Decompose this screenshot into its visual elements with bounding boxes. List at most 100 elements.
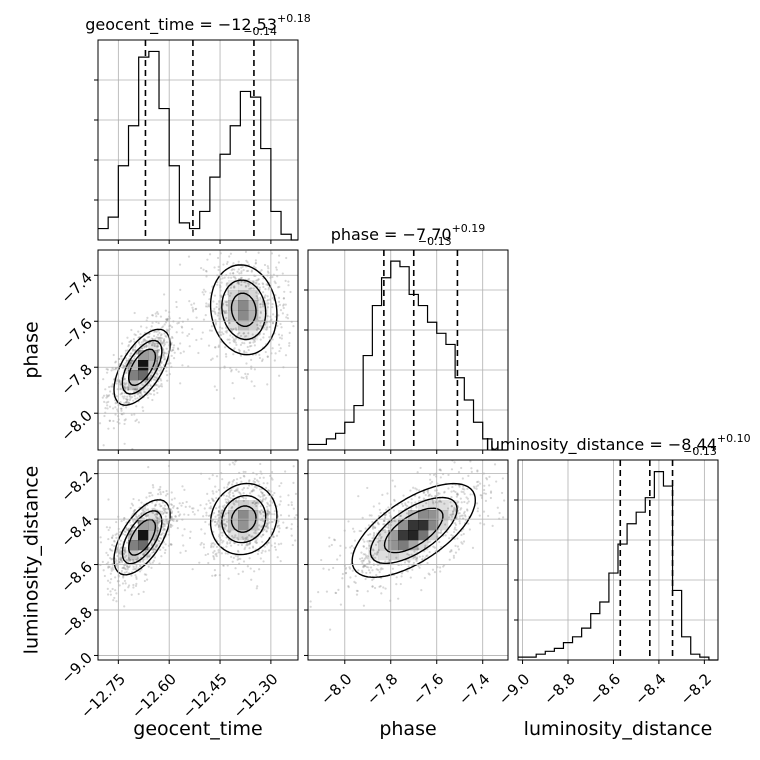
sample-point xyxy=(233,541,236,544)
sample-point xyxy=(226,502,229,505)
sample-point xyxy=(397,597,400,600)
y-tick-label: −8.2 xyxy=(58,467,96,505)
sample-point xyxy=(211,499,215,502)
sample-point xyxy=(165,335,168,338)
sample-point xyxy=(133,340,136,343)
sample-point xyxy=(164,318,168,321)
sample-point xyxy=(214,520,217,523)
sample-point xyxy=(126,398,129,401)
sample-point xyxy=(222,332,225,336)
sample-point xyxy=(247,284,250,287)
sample-point xyxy=(176,519,179,522)
sample-point xyxy=(496,506,499,509)
sample-point xyxy=(349,546,352,549)
sample-point xyxy=(178,513,182,516)
sample-point xyxy=(119,556,122,559)
sample-point xyxy=(123,386,127,389)
sample-point xyxy=(234,460,237,463)
sample-point xyxy=(230,370,233,373)
x-tick-label: −12.75 xyxy=(77,670,129,722)
sample-point xyxy=(119,355,123,358)
density-bin xyxy=(408,520,419,531)
sample-point xyxy=(146,336,149,339)
sample-point xyxy=(450,468,454,471)
sample-point xyxy=(245,544,248,547)
sample-point xyxy=(211,357,214,360)
sample-point xyxy=(258,282,261,286)
sample-point xyxy=(448,537,451,540)
sample-point xyxy=(115,550,118,553)
sample-point xyxy=(248,542,252,545)
density-bin xyxy=(228,530,239,541)
sample-point xyxy=(144,380,147,383)
sample-point xyxy=(120,392,123,395)
sample-point xyxy=(430,480,434,483)
sample-point xyxy=(339,603,343,606)
sample-point xyxy=(233,463,236,466)
sample-point xyxy=(221,534,224,537)
sample-point xyxy=(393,499,396,502)
sample-point xyxy=(119,543,122,546)
sample-point xyxy=(176,507,179,510)
sample-point xyxy=(221,541,224,544)
sample-point xyxy=(276,525,279,529)
sample-point xyxy=(156,360,159,363)
sample-point xyxy=(164,334,167,338)
sample-point xyxy=(214,553,217,556)
sample-point xyxy=(121,395,124,398)
sample-point xyxy=(347,584,350,588)
sample-point xyxy=(288,331,291,334)
sample-point xyxy=(165,489,168,493)
sample-point xyxy=(427,541,430,544)
sample-point xyxy=(107,528,110,532)
sample-point xyxy=(129,362,132,365)
sample-point xyxy=(124,418,127,421)
sample-point xyxy=(224,352,228,356)
sample-point xyxy=(245,351,248,354)
sample-point xyxy=(489,491,493,494)
sample-point xyxy=(158,488,162,491)
sample-point xyxy=(151,337,154,341)
sample-point xyxy=(143,391,146,394)
sample-point xyxy=(395,583,398,586)
sample-point xyxy=(137,340,141,343)
sample-point xyxy=(379,568,382,571)
sample-point xyxy=(130,574,133,577)
sample-point xyxy=(247,269,250,272)
sample-point xyxy=(230,489,233,492)
sample-point xyxy=(256,323,259,326)
sample-point xyxy=(170,335,174,339)
sample-point xyxy=(268,521,271,524)
sample-point xyxy=(261,498,264,502)
sample-point xyxy=(228,481,231,484)
panel-frame xyxy=(97,459,299,661)
sample-point xyxy=(432,545,435,548)
sample-point xyxy=(393,498,396,501)
sample-point xyxy=(131,349,134,352)
sample-point xyxy=(215,475,219,478)
sample-point xyxy=(262,497,265,501)
sample-point xyxy=(254,540,257,544)
sample-point xyxy=(264,350,267,354)
sample-point xyxy=(276,275,279,278)
density-bin xyxy=(248,500,259,511)
sample-point xyxy=(115,559,118,563)
sample-point xyxy=(429,493,432,496)
sample-point xyxy=(136,515,139,519)
scatter-panel-geocent_time-phase: −8.0−7.8−7.6−7.4 xyxy=(58,249,299,454)
sample-point xyxy=(142,517,145,520)
sample-point xyxy=(285,526,288,530)
sample-point xyxy=(181,331,184,334)
sample-point xyxy=(332,566,335,570)
sample-point xyxy=(143,345,146,348)
sample-point xyxy=(232,339,235,342)
density-bin xyxy=(138,360,149,371)
sample-point xyxy=(187,255,191,258)
sample-point xyxy=(233,340,236,343)
sample-point xyxy=(121,561,124,564)
sample-point xyxy=(263,263,267,267)
sample-point xyxy=(358,529,361,533)
sample-point xyxy=(119,383,122,386)
density-bin xyxy=(238,320,249,331)
sample-point xyxy=(427,493,431,497)
